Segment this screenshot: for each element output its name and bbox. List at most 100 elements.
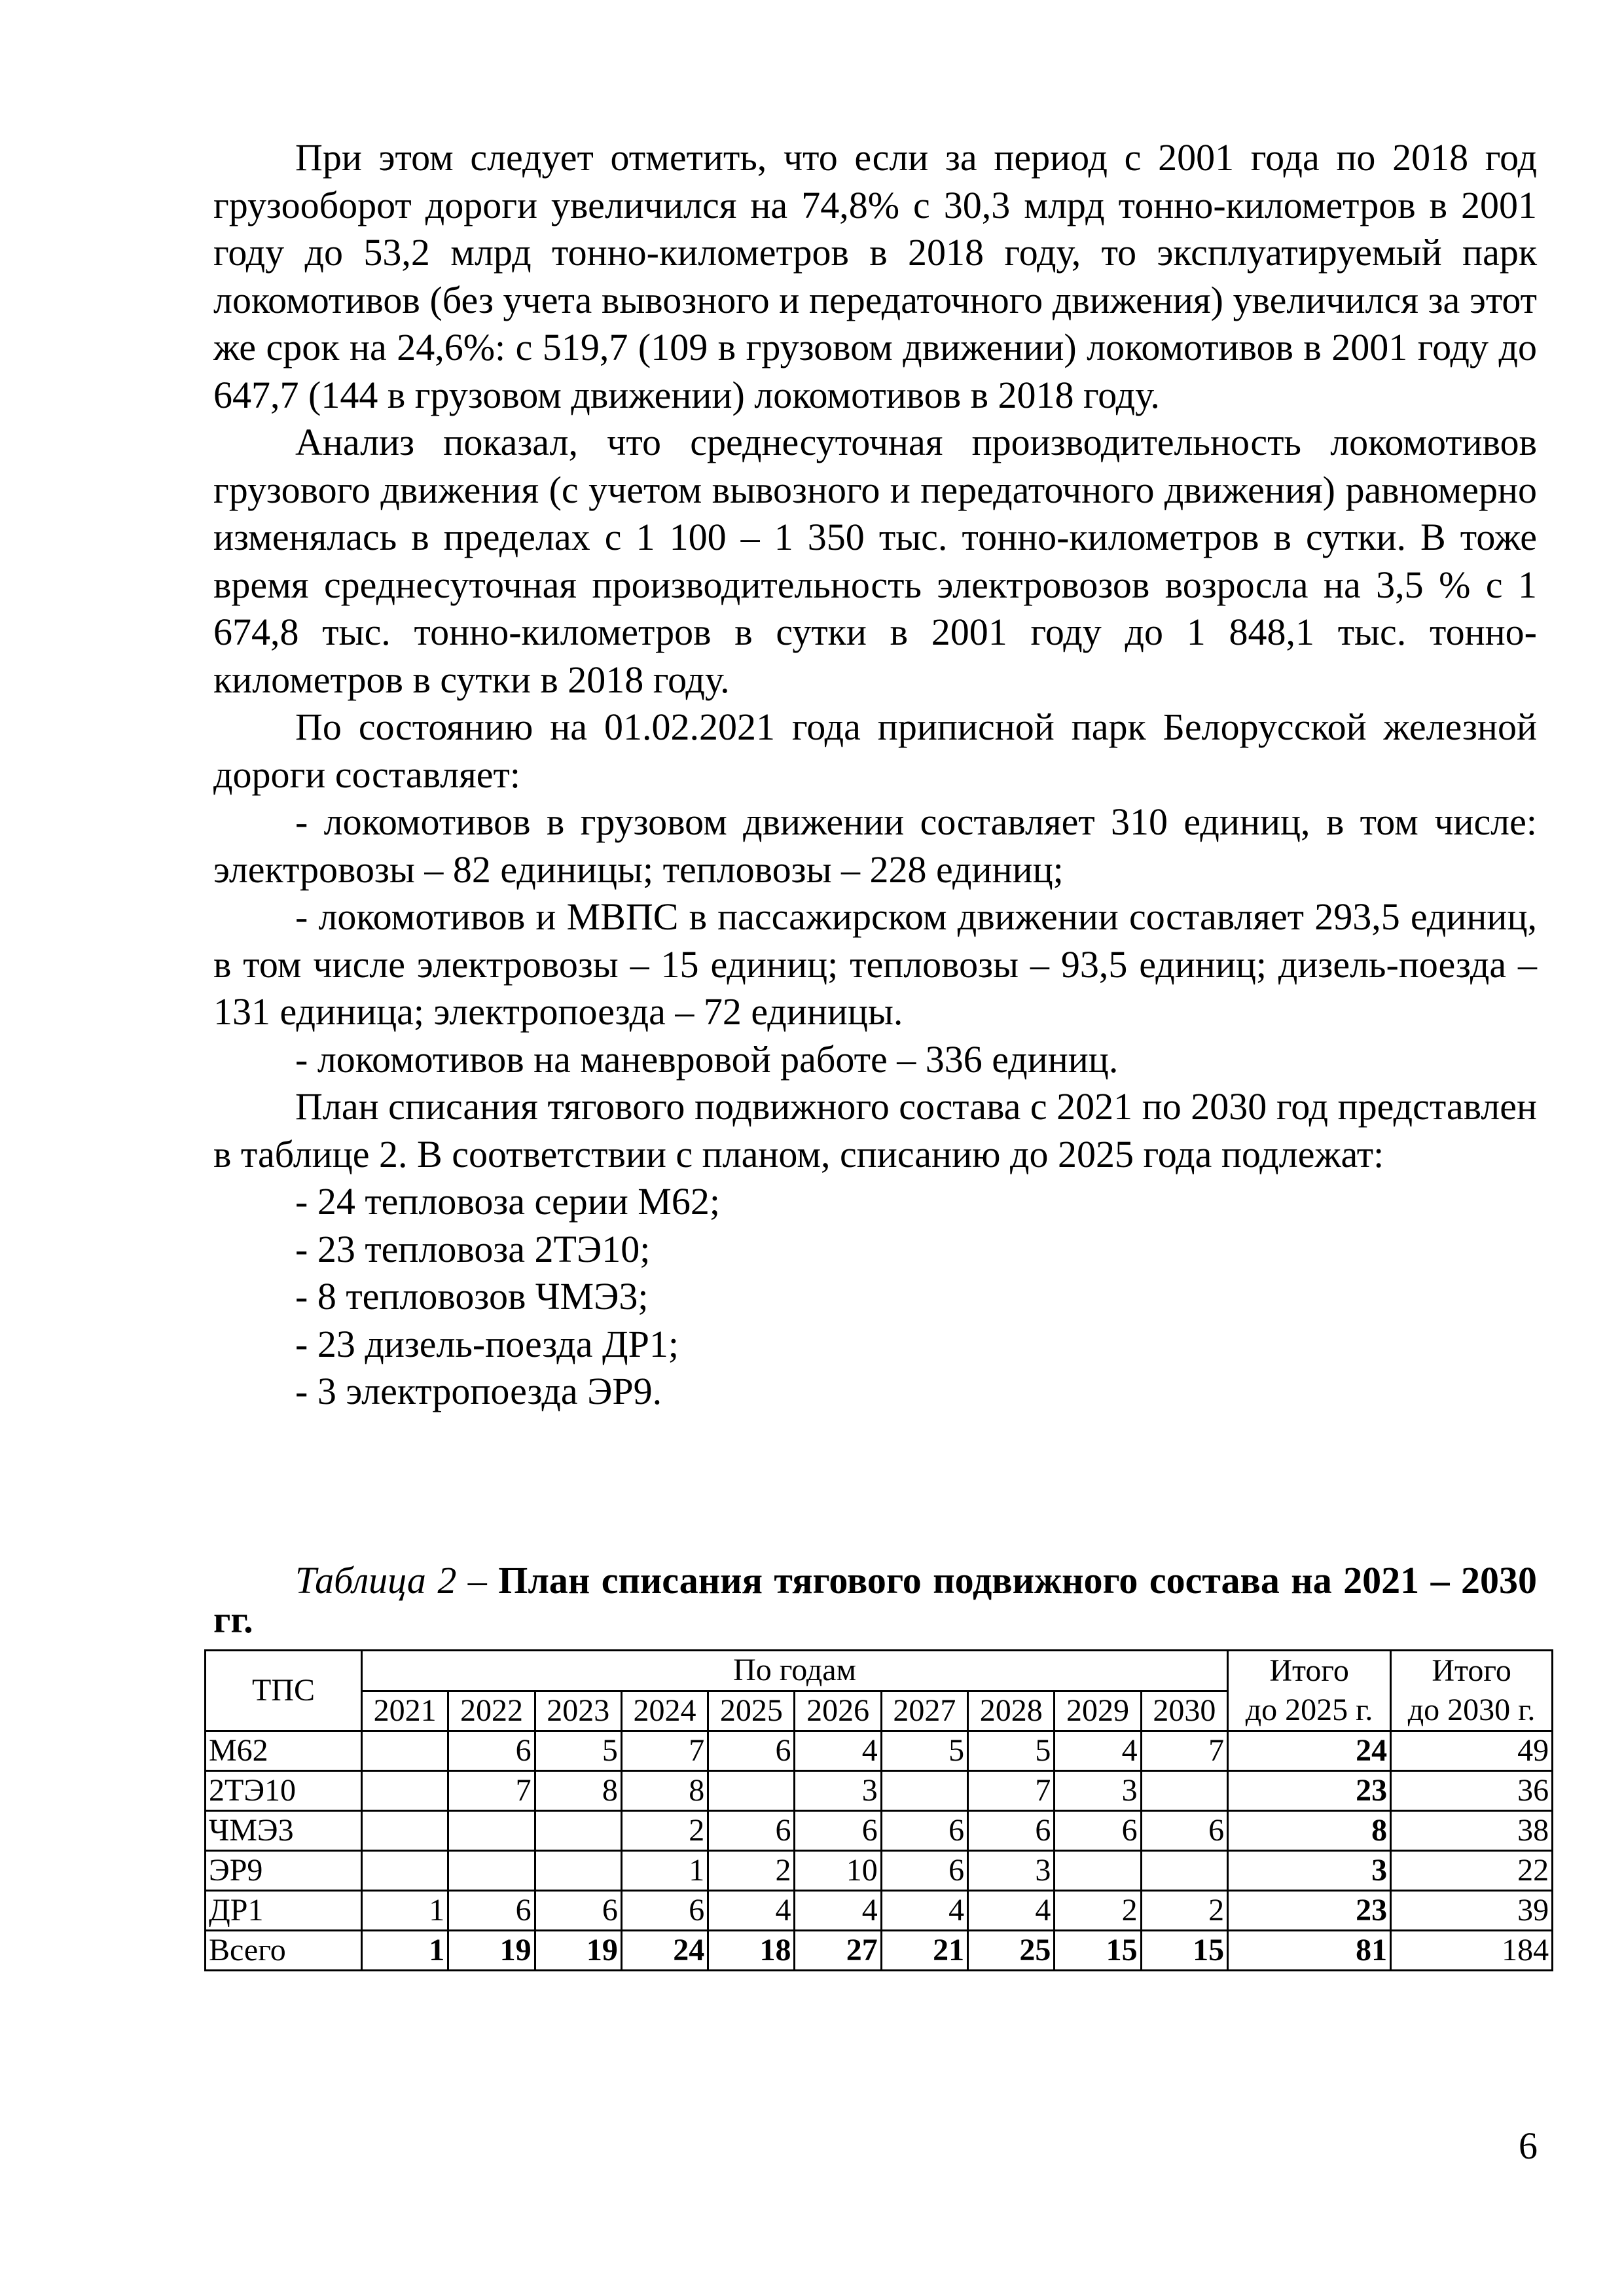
paragraph: План списания тягового подвижного состав… — [213, 1085, 1537, 1175]
year-value: 4 — [793, 1890, 882, 1931]
year-value: 6 — [533, 1890, 623, 1931]
year-value: 5 — [967, 1730, 1056, 1772]
header-total-2025: Итого до 2025 г. — [1227, 1649, 1392, 1732]
year-value: 6 — [967, 1810, 1056, 1852]
year-value: 24 — [620, 1929, 710, 1971]
year-value: 6 — [447, 1890, 536, 1931]
table-row: М62 6 5 7 6 4 5 5 4 7 24 49 — [204, 1730, 1554, 1772]
write-off-plan-table: ТПС По годам Итого до 2025 г. Итого до 203… — [204, 1649, 1554, 1971]
total-2025: 8 — [1227, 1810, 1392, 1852]
paragraph: - 23 дизель-поезда ДР1; — [295, 1322, 679, 1365]
year-value — [1053, 1850, 1142, 1892]
year-value: 4 — [967, 1890, 1056, 1931]
header-total-2030: Итого до 2030 г. — [1390, 1649, 1554, 1732]
total-2030: 49 — [1390, 1730, 1554, 1772]
year-value: 7 — [620, 1730, 710, 1772]
tps-name: ЧМЭ3 — [204, 1810, 363, 1852]
year-header: 2023 — [533, 1689, 623, 1732]
year-header: 2027 — [880, 1689, 969, 1732]
year-value: 2 — [1140, 1890, 1229, 1931]
year-header: 2030 — [1140, 1689, 1229, 1732]
year-value — [360, 1850, 450, 1892]
paragraph: - 3 электропоезда ЭР9. — [295, 1370, 662, 1412]
year-value: 6 — [1140, 1810, 1229, 1852]
table-caption: Таблица 2 – План списания тягового подви… — [213, 1561, 1537, 1640]
year-value: 6 — [793, 1810, 882, 1852]
year-value: 6 — [880, 1810, 969, 1852]
year-value — [360, 1770, 450, 1812]
year-value: 1 — [620, 1850, 710, 1892]
table-row: 2ТЭ10 7 8 8 3 7 3 23 36 — [204, 1770, 1554, 1812]
year-header: 2024 — [620, 1689, 710, 1732]
year-value: 25 — [967, 1929, 1056, 1971]
year-value — [360, 1810, 450, 1852]
caption-title: План списания тягового подвижного состав… — [213, 1559, 1538, 1641]
body-text: При этом следует отметить, что если за п… — [213, 134, 1537, 1416]
tps-name: ЭР9 — [204, 1850, 363, 1892]
year-value: 7 — [447, 1770, 536, 1812]
year-header: 2026 — [793, 1689, 882, 1732]
paragraph: По состоянию на 01.02.2021 года приписно… — [213, 706, 1537, 796]
total-2025: 23 — [1227, 1770, 1392, 1812]
year-value: 6 — [447, 1730, 536, 1772]
year-value: 6 — [707, 1730, 796, 1772]
year-value: 4 — [793, 1730, 882, 1772]
page-number: 6 — [1519, 2125, 1538, 2167]
year-header: 2025 — [707, 1689, 796, 1732]
header-tps: ТПС — [204, 1649, 363, 1732]
year-value: 5 — [533, 1730, 623, 1772]
year-value — [360, 1730, 450, 1772]
paragraph: - 24 тепловоза серии М62; — [295, 1180, 720, 1223]
year-value: 6 — [707, 1810, 796, 1852]
total-2030: 38 — [1390, 1810, 1554, 1852]
total-2025: 3 — [1227, 1850, 1392, 1892]
table-row: Всего 1 19 19 24 18 27 21 25 15 15 81 184 — [204, 1929, 1554, 1971]
year-value: 6 — [880, 1850, 969, 1892]
year-value: 8 — [533, 1770, 623, 1812]
total-2030: 36 — [1390, 1770, 1554, 1812]
year-value: 2 — [707, 1850, 796, 1892]
tps-name: М62 — [204, 1730, 363, 1772]
year-value: 1 — [360, 1890, 450, 1931]
total-2025: 24 — [1227, 1730, 1392, 1772]
year-value: 6 — [1053, 1810, 1142, 1852]
total-2030: 22 — [1390, 1850, 1554, 1892]
year-header: 2029 — [1053, 1689, 1142, 1732]
year-value: 3 — [967, 1850, 1056, 1892]
year-header: 2028 — [967, 1689, 1056, 1732]
year-value: 10 — [793, 1850, 882, 1892]
paragraph: - локомотивов в грузовом движении состав… — [213, 800, 1537, 891]
tps-name: 2ТЭ10 — [204, 1770, 363, 1812]
year-value: 4 — [1053, 1730, 1142, 1772]
tps-name: ДР1 — [204, 1890, 363, 1931]
year-value: 3 — [793, 1770, 882, 1812]
paragraph: - локомотивов и МВПС в пассажирском движ… — [213, 895, 1537, 1033]
year-value: 15 — [1053, 1929, 1142, 1971]
year-value: 8 — [620, 1770, 710, 1812]
year-value: 19 — [447, 1929, 536, 1971]
year-value — [533, 1850, 623, 1892]
year-value: 15 — [1140, 1929, 1229, 1971]
total-2025: 81 — [1227, 1929, 1392, 1971]
total-2030: 39 — [1390, 1890, 1554, 1931]
year-value — [880, 1770, 969, 1812]
year-value: 19 — [533, 1929, 623, 1971]
year-value: 2 — [620, 1810, 710, 1852]
year-value — [1140, 1850, 1229, 1892]
year-header: 2021 — [360, 1689, 450, 1732]
total-2025: 23 — [1227, 1890, 1392, 1931]
year-value — [707, 1770, 796, 1812]
year-value — [447, 1810, 536, 1852]
year-value: 7 — [1140, 1730, 1229, 1772]
paragraph: Анализ показал, что среднесуточная произ… — [213, 421, 1537, 701]
header-by-years: По годам — [360, 1649, 1229, 1692]
table-row: ЭР9 1 2 10 6 3 3 22 — [204, 1850, 1554, 1892]
year-value: 27 — [793, 1929, 882, 1971]
tps-name: Всего — [204, 1929, 363, 1971]
table-row: ЧМЭ3 2 6 6 6 6 6 6 8 38 — [204, 1810, 1554, 1852]
year-value: 7 — [967, 1770, 1056, 1812]
total-2030: 184 — [1390, 1929, 1554, 1971]
paragraph: - 8 тепловозов ЧМЭ3; — [295, 1275, 649, 1318]
years-row: 2021 2022 2023 2024 2025 2026 2027 2028 2029 2030 — [206, 1689, 1553, 1732]
year-value: 1 — [360, 1929, 450, 1971]
